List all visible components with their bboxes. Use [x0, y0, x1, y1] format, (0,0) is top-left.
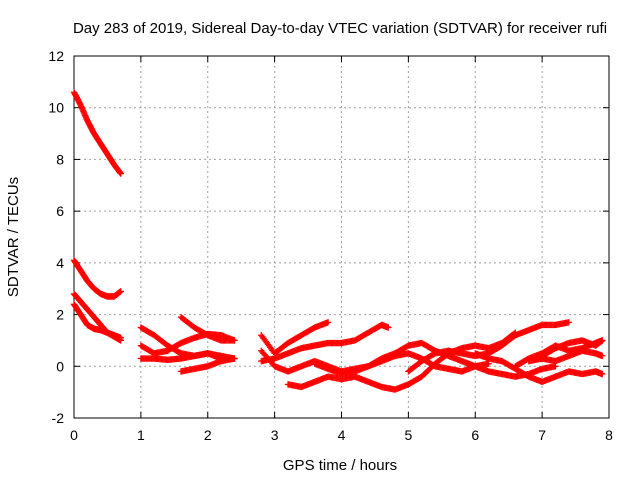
data-point — [117, 334, 125, 342]
y-tick-label: -2 — [52, 410, 65, 426]
axis-ticks — [73, 55, 610, 419]
series-arc-10 — [258, 319, 332, 357]
y-tick-label: 2 — [56, 307, 64, 323]
series-arc-16 — [472, 350, 606, 385]
y-tick-label: 8 — [56, 151, 64, 167]
x-tick-label: 4 — [338, 427, 346, 443]
series-arc-4 — [70, 301, 125, 342]
y-tick-label: 4 — [56, 255, 64, 271]
x-tick-label: 7 — [538, 427, 546, 443]
x-tick-label: 3 — [271, 427, 279, 443]
data-points — [70, 89, 606, 393]
data-point — [599, 370, 606, 378]
series-arc-13 — [284, 329, 519, 393]
x-tick-label: 5 — [404, 427, 412, 443]
data-point — [231, 337, 238, 344]
series-arc-11 — [258, 321, 392, 365]
x-axis-label: GPS time / hours — [283, 457, 397, 474]
series-arc-1 — [70, 89, 125, 177]
series-arc-6 — [137, 350, 238, 364]
y-tick-label: 0 — [56, 358, 64, 374]
series-arc-9 — [177, 355, 238, 375]
x-tick-label: 1 — [137, 427, 145, 443]
y-tick-label: 6 — [56, 203, 64, 219]
y-axis-tick-labels: -2 0 2 4 6 8 10 12 — [48, 48, 64, 426]
series-arc-8 — [177, 313, 238, 344]
x-axis-tick-labels: 0 1 2 3 4 5 6 7 8 — [70, 427, 613, 443]
series-arc-2 — [70, 257, 125, 300]
data-point — [324, 319, 332, 326]
x-tick-label: 0 — [70, 427, 78, 443]
data-point — [599, 352, 606, 360]
series-arc-18 — [525, 347, 606, 365]
data-point — [385, 324, 392, 331]
y-tick-label: 10 — [48, 100, 64, 116]
x-tick-label: 6 — [471, 427, 479, 443]
data-point — [117, 288, 125, 295]
chart-title: Day 283 of 2019, Sidereal Day-to-day VTE… — [73, 20, 607, 37]
data-point — [117, 170, 125, 177]
y-axis-label: SDTVAR / TECUs — [5, 177, 22, 297]
series-arc-15 — [405, 319, 573, 375]
data-point — [565, 319, 573, 326]
data-point — [599, 337, 606, 344]
series-arc-19 — [538, 337, 606, 360]
data-point — [231, 355, 238, 362]
x-tick-label: 8 — [605, 427, 613, 443]
series-arc-3 — [70, 290, 125, 344]
grid-lines — [74, 56, 609, 418]
y-tick-label: 12 — [48, 48, 64, 64]
x-tick-label: 2 — [204, 427, 212, 443]
